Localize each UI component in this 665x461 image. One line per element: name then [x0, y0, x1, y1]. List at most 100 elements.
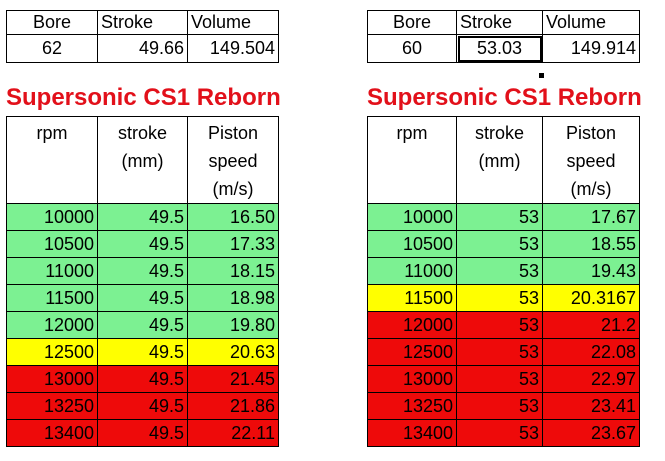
bore-header[interactable]: Bore [367, 10, 457, 35]
rpm-cell[interactable]: 11000 [367, 257, 457, 285]
rpm-cell[interactable]: 10000 [6, 203, 98, 231]
piston-speed-cell[interactable]: 20.63 [187, 338, 279, 366]
rpm-cell[interactable]: 11000 [6, 257, 98, 285]
stroke-cell[interactable]: 49.5 [97, 419, 188, 447]
piston-speed-cell[interactable]: 16.50 [187, 203, 279, 231]
rpm-cell[interactable]: 13250 [367, 392, 457, 420]
stroke-cell[interactable]: 53 [456, 230, 543, 258]
table-row: 12500 49.5 20.63 [6, 338, 279, 366]
stroke-cell[interactable]: 49.5 [97, 365, 188, 393]
bore-value[interactable]: 60 [367, 34, 457, 63]
table-row: 13400 53 23.67 [367, 419, 640, 447]
table-row: 11000 49.5 18.15 [6, 257, 279, 285]
table-row: 13250 53 23.41 [367, 392, 640, 420]
stroke-mm-header[interactable]: stroke (mm) [97, 116, 188, 204]
rpm-cell[interactable]: 12000 [367, 311, 457, 339]
rpm-cell[interactable]: 11500 [6, 284, 98, 312]
bore-header[interactable]: Bore [6, 10, 98, 35]
speed-header-row: rpm stroke (mm) Piston speed (m/s) [6, 116, 279, 204]
table-row: 13250 49.5 21.86 [6, 392, 279, 420]
stroke-cell[interactable]: 53 [456, 365, 543, 393]
piston-speed-cell[interactable]: 23.41 [542, 392, 640, 420]
rpm-header[interactable]: rpm [367, 116, 457, 204]
rpm-cell[interactable]: 12500 [367, 338, 457, 366]
rpm-cell[interactable]: 13000 [367, 365, 457, 393]
table-row: 10500 49.5 17.33 [6, 230, 279, 258]
piston-speed-cell[interactable]: 22.97 [542, 365, 640, 393]
piston-speed-cell[interactable]: 19.80 [187, 311, 279, 339]
params-header-row: Bore Stroke Volume [6, 10, 279, 35]
volume-value[interactable]: 149.914 [542, 34, 640, 63]
table-row: 11500 49.5 18.98 [6, 284, 279, 312]
stroke-cell[interactable]: 53 [456, 419, 543, 447]
stroke-header[interactable]: Stroke [456, 10, 543, 35]
table-row: 13400 49.5 22.11 [6, 419, 279, 447]
piston-speed-cell[interactable]: 20.3167 [542, 284, 640, 312]
stroke-value[interactable]: 49.66 [97, 34, 188, 63]
stroke-cell[interactable]: 49.5 [97, 311, 188, 339]
rpm-header[interactable]: rpm [6, 116, 98, 204]
piston-speed-cell[interactable]: 18.55 [542, 230, 640, 258]
stroke-mm-header[interactable]: stroke (mm) [456, 116, 543, 204]
stroke-cell[interactable]: 53 [456, 284, 543, 312]
rpm-cell[interactable]: 13250 [6, 392, 98, 420]
stroke-cell[interactable]: 49.5 [97, 284, 188, 312]
piston-speed-cell[interactable]: 19.43 [542, 257, 640, 285]
piston-speed-cell[interactable]: 17.67 [542, 203, 640, 231]
right-speed-table: rpm stroke (mm) Piston speed (m/s) 10000… [367, 116, 640, 447]
rpm-cell[interactable]: 10500 [367, 230, 457, 258]
table-row: 12500 53 22.08 [367, 338, 640, 366]
table-row: 10000 49.5 16.50 [6, 203, 279, 231]
rpm-cell[interactable]: 12500 [6, 338, 98, 366]
left-title[interactable]: Supersonic CS1 Reborn [6, 84, 281, 111]
rpm-cell[interactable]: 11500 [367, 284, 457, 312]
fill-handle[interactable] [538, 72, 545, 79]
stroke-cell[interactable]: 53 [456, 203, 543, 231]
stroke-cell[interactable]: 49.5 [97, 338, 188, 366]
left-speed-table: rpm stroke (mm) Piston speed (m/s) 10000… [6, 116, 279, 447]
stroke-cell[interactable]: 49.5 [97, 257, 188, 285]
piston-speed-cell[interactable]: 23.67 [542, 419, 640, 447]
table-row: 13000 49.5 21.45 [6, 365, 279, 393]
stroke-cell[interactable]: 53 [456, 338, 543, 366]
stroke-cell[interactable]: 49.5 [97, 392, 188, 420]
bore-value[interactable]: 62 [6, 34, 98, 63]
piston-speed-cell[interactable]: 21.2 [542, 311, 640, 339]
rpm-cell[interactable]: 13400 [6, 419, 98, 447]
piston-speed-header[interactable]: Piston speed (m/s) [187, 116, 279, 204]
table-row: 10000 53 17.67 [367, 203, 640, 231]
right-panel: Bore Stroke Volume 60 53.03 149.914 Supe… [367, 0, 642, 461]
table-row: 11500 53 20.3167 [367, 284, 640, 312]
table-row: 12000 49.5 19.80 [6, 311, 279, 339]
table-row: 13000 53 22.97 [367, 365, 640, 393]
stroke-header[interactable]: Stroke [97, 10, 188, 35]
piston-speed-header[interactable]: Piston speed (m/s) [542, 116, 640, 204]
rpm-cell[interactable]: 13400 [367, 419, 457, 447]
piston-speed-cell[interactable]: 21.45 [187, 365, 279, 393]
stroke-cell[interactable]: 53 [456, 311, 543, 339]
volume-header[interactable]: Volume [187, 10, 279, 35]
volume-header[interactable]: Volume [542, 10, 640, 35]
piston-speed-cell[interactable]: 18.98 [187, 284, 279, 312]
rpm-cell[interactable]: 10000 [367, 203, 457, 231]
rpm-cell[interactable]: 10500 [6, 230, 98, 258]
stroke-cell[interactable]: 49.5 [97, 203, 188, 231]
table-row: 12000 53 21.2 [367, 311, 640, 339]
piston-speed-cell[interactable]: 18.15 [187, 257, 279, 285]
piston-speed-cell[interactable]: 21.86 [187, 392, 279, 420]
stroke-value-selected-cell[interactable]: 53.03 [456, 34, 543, 63]
piston-speed-cell[interactable]: 22.08 [542, 338, 640, 366]
params-header-row: Bore Stroke Volume [367, 10, 640, 35]
piston-speed-cell[interactable]: 17.33 [187, 230, 279, 258]
volume-value[interactable]: 149.504 [187, 34, 279, 63]
right-title[interactable]: Supersonic CS1 Reborn [367, 84, 642, 111]
rpm-cell[interactable]: 13000 [6, 365, 98, 393]
rpm-cell[interactable]: 12000 [6, 311, 98, 339]
table-row: 10500 53 18.55 [367, 230, 640, 258]
stroke-cell[interactable]: 49.5 [97, 230, 188, 258]
params-value-row: 62 49.66 149.504 [6, 34, 279, 63]
stroke-cell[interactable]: 53 [456, 257, 543, 285]
table-row: 11000 53 19.43 [367, 257, 640, 285]
stroke-cell[interactable]: 53 [456, 392, 543, 420]
piston-speed-cell[interactable]: 22.11 [187, 419, 279, 447]
